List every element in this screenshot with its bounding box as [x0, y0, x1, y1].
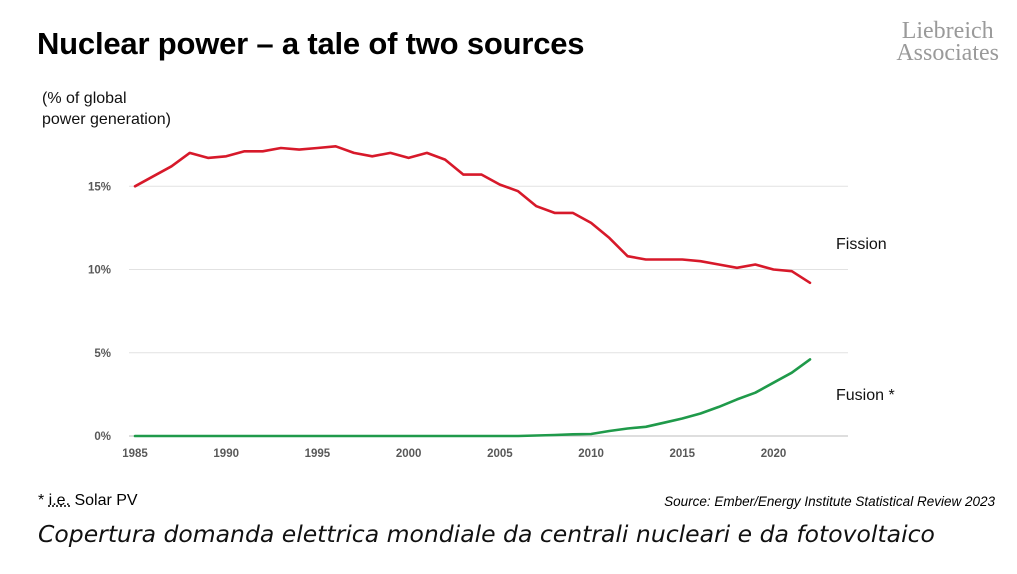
series-line-fission	[133, 145, 812, 285]
caption: Copertura domanda elettrica mondiale da …	[38, 520, 935, 548]
footnote: * i.e. Solar PV	[38, 492, 138, 510]
x-tick-label: 2000	[396, 448, 422, 460]
series-labels: Fission Fusion *	[836, 236, 895, 404]
brand-line-1: Liebreich	[901, 18, 994, 44]
x-tick-label: 1990	[213, 448, 239, 460]
y-axis-label: (% of global power generation)	[42, 88, 171, 130]
y-tick-label: 5%	[94, 348, 111, 360]
x-tick-label: 2010	[578, 448, 604, 460]
footnote-text: Solar PV	[70, 492, 138, 509]
source-note: Source: Ember/Energy Institute Statistic…	[664, 494, 995, 509]
brand-line-2: Associates	[896, 40, 999, 66]
x-tick-label: 2015	[670, 448, 696, 460]
series-lines	[133, 145, 812, 438]
x-tick-label: 1995	[305, 448, 331, 460]
page-title: Nuclear power – a tale of two sources	[37, 26, 585, 61]
series-label-fission: Fission	[836, 236, 887, 253]
y-tick-labels: 0% 5% 10% 15%	[88, 181, 111, 443]
brand-logo: Liebreich Associates	[896, 18, 999, 66]
footnote-ie: i.e.	[48, 492, 71, 509]
y-tick-label: 0%	[94, 431, 111, 443]
series-line-fusion	[133, 358, 812, 438]
y-axis-label-line-1: (% of global	[42, 90, 127, 107]
y-tick-label: 10%	[88, 265, 111, 277]
y-axis-label-line-2: power generation)	[42, 111, 171, 128]
x-tick-label: 2005	[487, 448, 513, 460]
footnote-prefix: *	[38, 492, 49, 509]
y-tick-label: 15%	[88, 181, 111, 193]
x-tick-label: 1985	[122, 448, 148, 460]
x-tick-label: 2020	[761, 448, 787, 460]
series-label-fusion: Fusion *	[836, 387, 895, 404]
x-tick-labels: 1985 1990 1995 2000 2005 2010 2015 2020	[122, 448, 786, 460]
